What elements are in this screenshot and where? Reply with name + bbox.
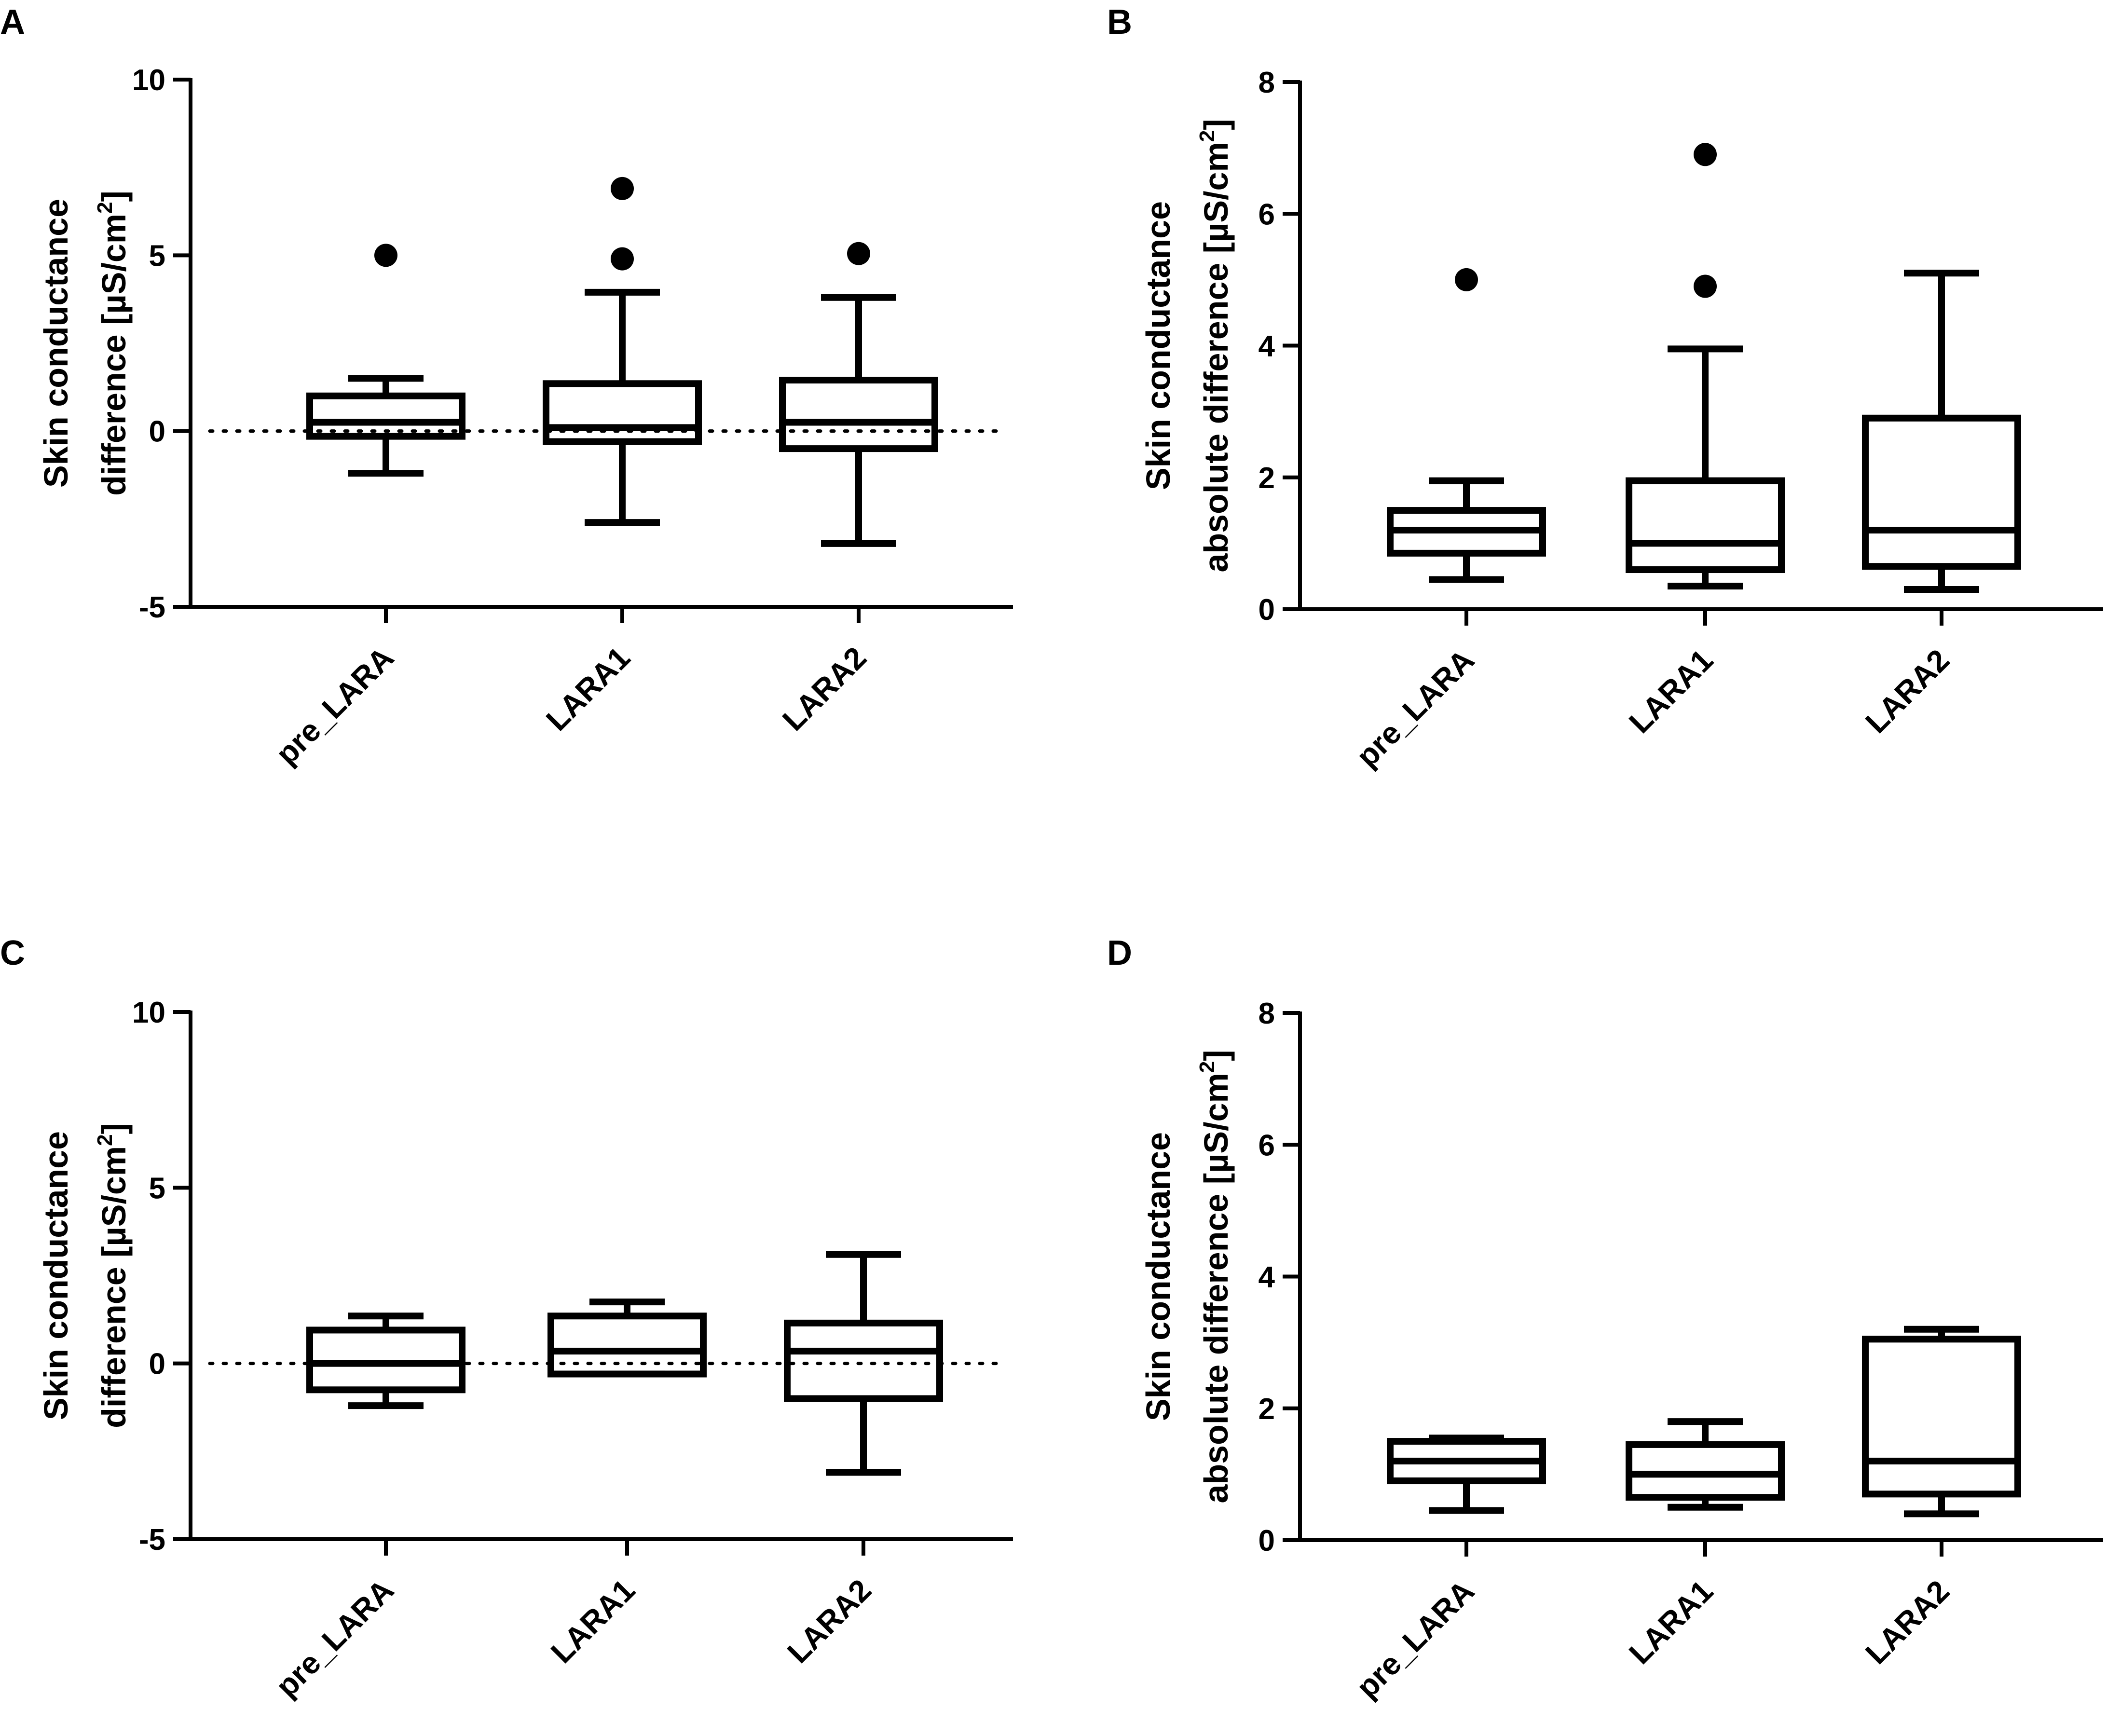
y-axis-title-line2: absolute difference [µS/cm2] [1195,1050,1235,1503]
y-tick-label: 8 [1259,997,1275,1030]
y-tick-label: 4 [1259,330,1275,363]
box-LARA2 [779,242,938,547]
panel-A: A -5 0 5 10 pre_LARA LARA1 LARA2 Skin conductanc… [0,3,1013,771]
panel-letter: D [1107,934,1132,972]
outlier-point [611,177,634,200]
y-tick-label: 10 [132,64,165,97]
box-pre_LARA [306,244,465,477]
iqr-box [547,1312,707,1378]
panel-B: B 0 2 4 6 8 pre_LARA LARA1 LARA2 Skin conductance… [1107,3,2103,774]
y-tick-label: -5 [139,1523,165,1557]
outlier-point [374,244,397,267]
y-tick-label: 4 [1259,1261,1275,1294]
x-tick-label: pre_LARA [1350,1573,1481,1705]
y-tick-label: 5 [149,1172,165,1205]
x-tick-label: LARA2 [1859,642,1956,740]
panel-D: D 0 2 4 6 8 pre_LARA LARA1 LARA2 Skin conductance… [1107,934,2103,1705]
box-pre_LARA [1387,268,1546,583]
x-tick-label: LARA2 [780,1572,878,1670]
y-axis-title-line1: Skin conductance [1139,1132,1177,1421]
y-tick-label: 5 [149,239,165,273]
iqr-box [784,1319,943,1402]
y-axis-title-line1: Skin conductance [37,1131,75,1420]
panel-letter: C [0,934,25,972]
box-LARA1 [1626,143,1785,590]
x-tick-label: LARA2 [1859,1573,1956,1671]
box-LARA2 [1862,1326,2021,1517]
outlier-point [1694,274,1717,298]
y-tick-label: 0 [1259,593,1275,627]
y-tick-label: 8 [1259,66,1275,99]
iqr-box [1626,477,1785,574]
outlier-point [1455,268,1478,291]
y-tick-label: 10 [132,996,165,1029]
outlier-point [611,247,634,271]
y-tick-label: 2 [1259,1393,1275,1426]
y-axis-title-line2: absolute difference [µS/cm2] [1195,119,1235,572]
y-tick-label: 0 [149,415,165,449]
y-tick-label: 6 [1259,198,1275,231]
box-LARA1 [543,177,702,526]
box-LARA2 [1862,270,2021,593]
y-tick-label: 2 [1259,462,1275,495]
y-tick-label: 6 [1259,1129,1275,1162]
y-tick-label: 0 [1259,1524,1275,1558]
panel-letter: A [0,3,25,41]
iqr-box [1862,414,2021,570]
x-tick-label: pre_LARA [1350,642,1481,774]
x-tick-label: LARA2 [776,640,873,738]
x-tick-label: LARA1 [544,1572,642,1670]
y-tick-label: -5 [139,591,165,624]
panel-letter: B [1107,3,1132,41]
iqr-box [1862,1336,2021,1498]
box-pre_LARA [1387,1435,1546,1514]
iqr-box [306,1326,465,1394]
outlier-point [847,242,870,265]
iqr-box [543,380,702,445]
x-tick-label: LARA1 [1622,642,1720,740]
y-axis-title-line2: difference [µS/cm2] [93,191,133,496]
x-tick-label: pre_LARA [269,1572,400,1704]
y-axis-title-line1: Skin conductance [1139,201,1177,490]
x-tick-label: LARA1 [539,640,637,738]
box-LARA1 [547,1299,707,1378]
y-axis-title-line2: difference [µS/cm2] [93,1123,133,1428]
box-LARA2 [784,1251,943,1476]
box-pre_LARA [306,1312,465,1409]
outlier-point [1694,143,1717,166]
x-tick-label: pre_LARA [269,640,400,771]
iqr-box [306,392,465,440]
panel-C: C -5 0 5 10 pre_LARA LARA1 LARA2 Skin conductanc… [0,934,1013,1704]
iqr-box [779,377,938,452]
box-LARA1 [1626,1418,1785,1511]
y-axis-title-line1: Skin conductance [37,199,75,488]
x-tick-label: LARA1 [1622,1573,1720,1671]
y-tick-label: 0 [149,1348,165,1381]
